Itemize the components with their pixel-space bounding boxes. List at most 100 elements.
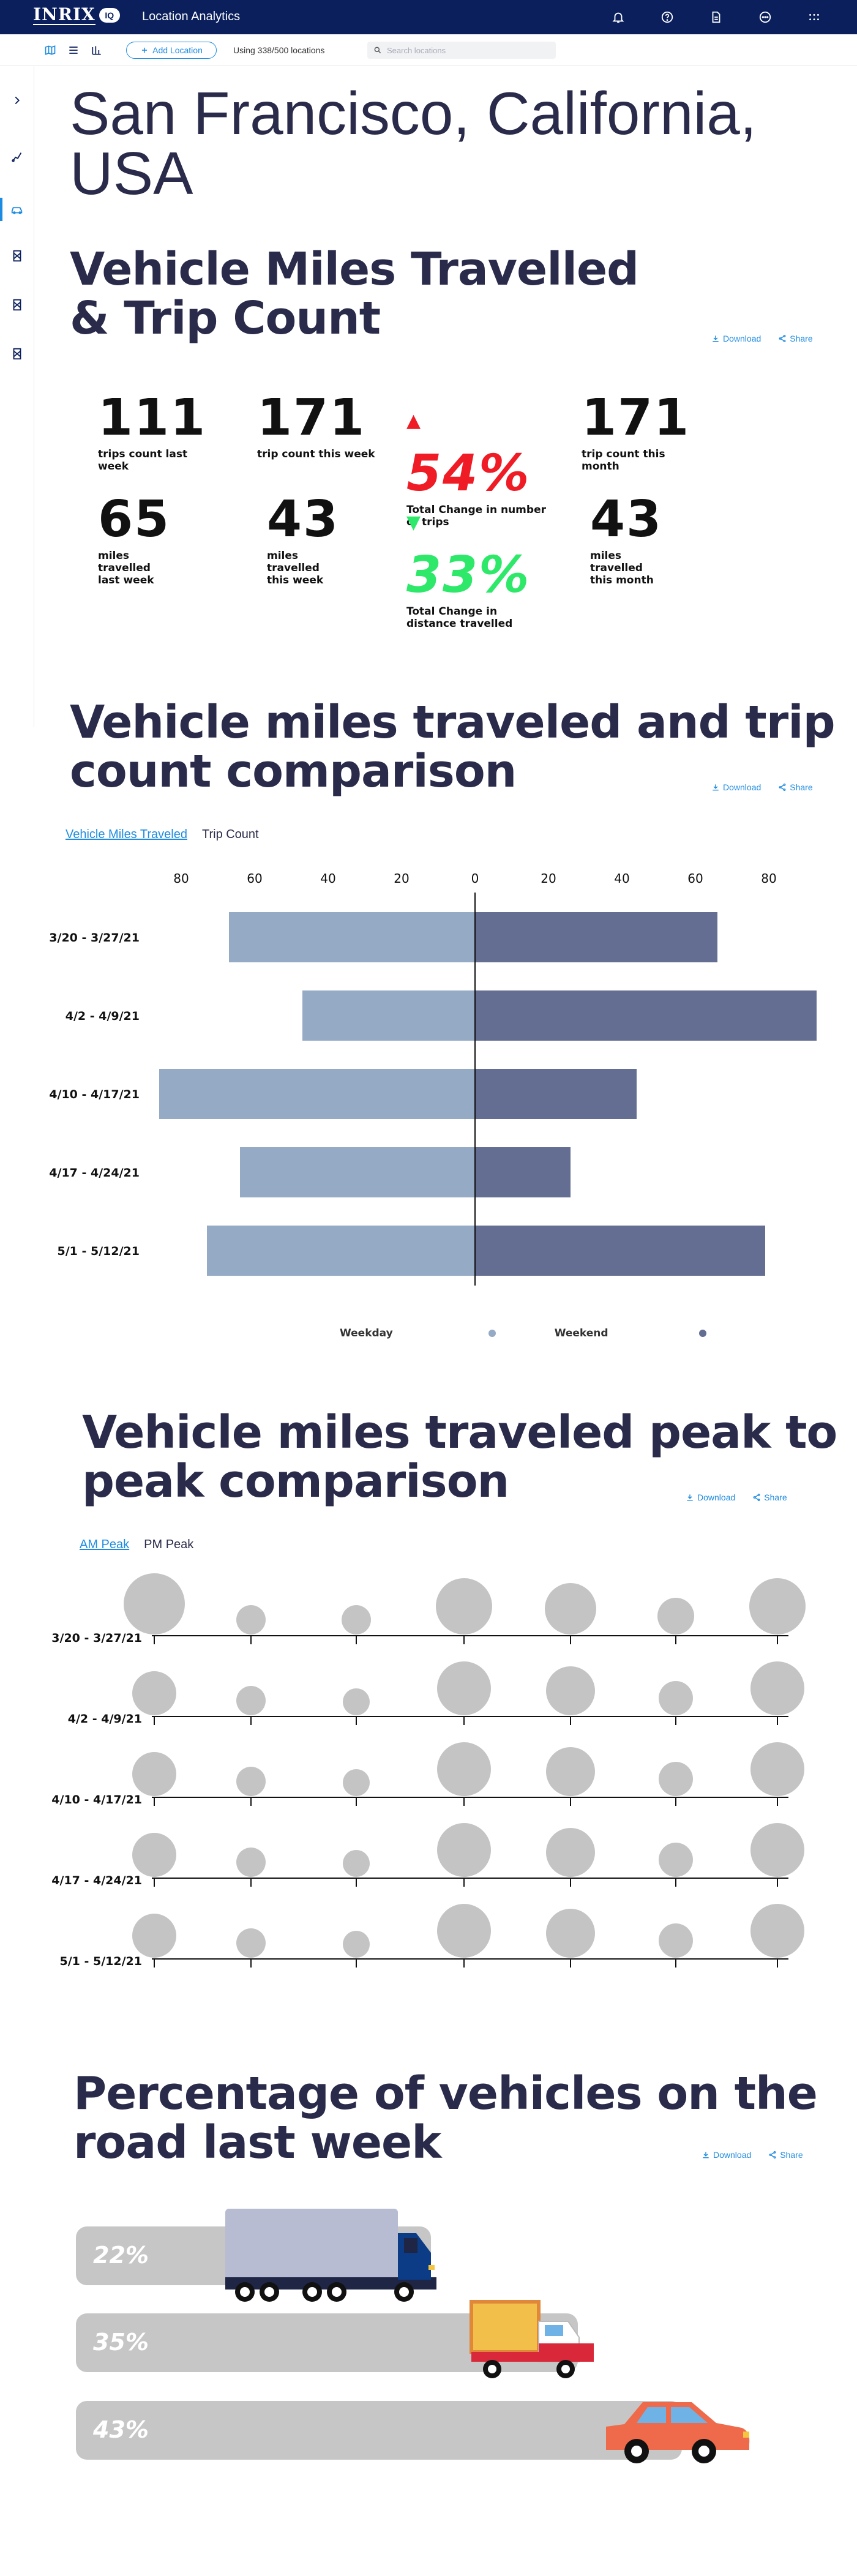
vehicle-share-label-van: 35%: [93, 2329, 149, 2356]
share-button[interactable]: Share: [752, 1492, 787, 1502]
peak-bubble: [132, 1833, 176, 1877]
x-tick-label: 40: [320, 871, 335, 886]
route-icon[interactable]: [9, 148, 26, 165]
weekday-bar: [229, 912, 475, 962]
metric-value: 111: [98, 389, 207, 447]
peak-actions: Download Share: [686, 1492, 787, 1502]
peak-bubble: [124, 1573, 185, 1634]
x-tick-label: 20: [394, 871, 409, 886]
share-label: Share: [790, 334, 813, 343]
tab-pm-peak[interactable]: PM Peak: [144, 1538, 194, 1551]
category-label: 4/17 - 4/24/21: [49, 1166, 140, 1180]
inrix-logo[interactable]: INRIX IQ: [33, 6, 120, 25]
comparison-actions: Download Share: [711, 782, 813, 792]
x-tick-label: 20: [541, 871, 556, 886]
peak-bubble: [343, 1688, 370, 1715]
download-button[interactable]: Download: [686, 1492, 735, 1502]
download-label: Download: [697, 1492, 736, 1502]
metric-label: miles travelled this month: [590, 550, 654, 586]
peak-bubble: [659, 1681, 693, 1715]
weekend-bar: [475, 1069, 637, 1119]
category-label: 4/17 - 4/24/21: [51, 1874, 142, 1887]
peak-bubble: [236, 1848, 266, 1877]
map-view-icon[interactable]: [43, 43, 58, 58]
peak-bubble: [659, 1843, 693, 1877]
metric-value: ▲ 54%: [406, 392, 547, 500]
weekend-bar: [475, 990, 817, 1041]
toolbar: Add Location Using 338/500 locations: [0, 34, 857, 66]
tab-trip-count[interactable]: Trip Count: [201, 828, 259, 841]
share-label: Share: [780, 2150, 803, 2160]
share-button[interactable]: Share: [778, 782, 813, 792]
peak-bubble: [437, 1742, 491, 1796]
report-icon-2[interactable]: [9, 296, 26, 313]
truck-icon: [225, 2209, 436, 2302]
add-location-label: Add Location: [152, 45, 203, 55]
download-button[interactable]: Download: [702, 2150, 751, 2160]
x-tick-label: 40: [614, 871, 629, 886]
vehicles-actions: Download Share: [702, 2150, 803, 2160]
weekend-bar: [475, 1147, 571, 1197]
expand-sidebar-icon[interactable]: [9, 92, 26, 109]
metric-miles-this-week: 43 miles travelled this week: [267, 490, 340, 587]
more-circle-icon[interactable]: [757, 9, 774, 26]
add-location-button[interactable]: Add Location: [126, 42, 217, 59]
metric-value-text: 54%: [406, 444, 531, 503]
metric-value-text: 33%: [406, 545, 531, 604]
peak-bubble: [659, 1762, 693, 1796]
weekend-bar: [475, 1226, 765, 1276]
document-icon[interactable]: [708, 9, 725, 26]
peak-bubble: [750, 1661, 804, 1715]
legend-weekend-label: Weekend: [554, 1327, 608, 1339]
download-button[interactable]: Download: [711, 782, 761, 792]
peak-bubble: [437, 1823, 491, 1877]
app-title: Location Analytics: [142, 10, 241, 23]
tab-vehicle-miles-traveled[interactable]: Vehicle Miles Traveled: [65, 828, 187, 841]
category-label: 4/2 - 4/9/21: [68, 1712, 142, 1726]
analytics-view-icon[interactable]: [89, 43, 104, 58]
vehicles-section-title: Percentage of vehicles on the road last …: [73, 2069, 818, 2169]
metric-trip-change: ▲ 54% Total Change in number of trips: [406, 392, 547, 528]
report-icon-3[interactable]: [9, 345, 26, 362]
peak-bubble: [236, 1686, 266, 1715]
download-label: Download: [723, 334, 762, 343]
vmt-section-title: Vehicle Miles Travelled & Trip Count: [70, 245, 639, 343]
search-box[interactable]: [367, 42, 556, 59]
share-icon: [753, 1494, 760, 1501]
metric-label: trip count this month: [582, 448, 665, 473]
comparison-title-line1: Vehicle miles traveled and trip: [70, 696, 836, 749]
share-button[interactable]: Share: [778, 334, 813, 343]
weekday-bar: [159, 1069, 475, 1119]
comparison-section-title: Vehicle miles traveled and trip count co…: [70, 696, 836, 796]
download-button[interactable]: Download: [711, 334, 761, 343]
share-label: Share: [764, 1492, 787, 1502]
arrow-down-icon: ▼: [406, 511, 422, 533]
car-icon: [606, 2402, 750, 2463]
download-icon: [713, 784, 719, 791]
category-label: 5/1 - 5/12/21: [60, 1955, 142, 1968]
vehicle-analytics-icon[interactable]: [9, 201, 26, 218]
list-view-icon[interactable]: [66, 43, 81, 58]
vehicles-title-line2: road last week: [73, 2116, 441, 2169]
share-button[interactable]: Share: [768, 2150, 803, 2160]
help-icon[interactable]: [659, 9, 676, 26]
peak-bubble: [750, 1823, 804, 1877]
apps-grid-icon[interactable]: [806, 9, 823, 26]
weekday-bar: [302, 990, 475, 1041]
peak-bubble: [437, 1661, 491, 1715]
metric-value: 43: [267, 490, 340, 549]
search-input[interactable]: [387, 45, 546, 55]
peak-bubble: [236, 1605, 266, 1634]
comparison-tabs: Vehicle Miles Traveled Trip Count: [65, 828, 259, 842]
metric-value: 171: [257, 389, 366, 447]
bell-icon[interactable]: [610, 9, 627, 26]
vehicle-share-label-car: 43%: [93, 2416, 149, 2443]
location-usage-text: Using 338/500 locations: [233, 45, 325, 55]
legend-weekend-dot: [698, 1330, 706, 1337]
metric-trips-last-week: 111 trips count last week: [98, 392, 220, 473]
legend-weekday-label: Weekday: [340, 1327, 393, 1339]
category-label: 4/10 - 4/17/21: [51, 1793, 142, 1807]
tab-am-peak[interactable]: AM Peak: [80, 1538, 130, 1551]
vehicle-share-bar-car: [76, 2401, 682, 2460]
report-icon-1[interactable]: [9, 247, 26, 264]
